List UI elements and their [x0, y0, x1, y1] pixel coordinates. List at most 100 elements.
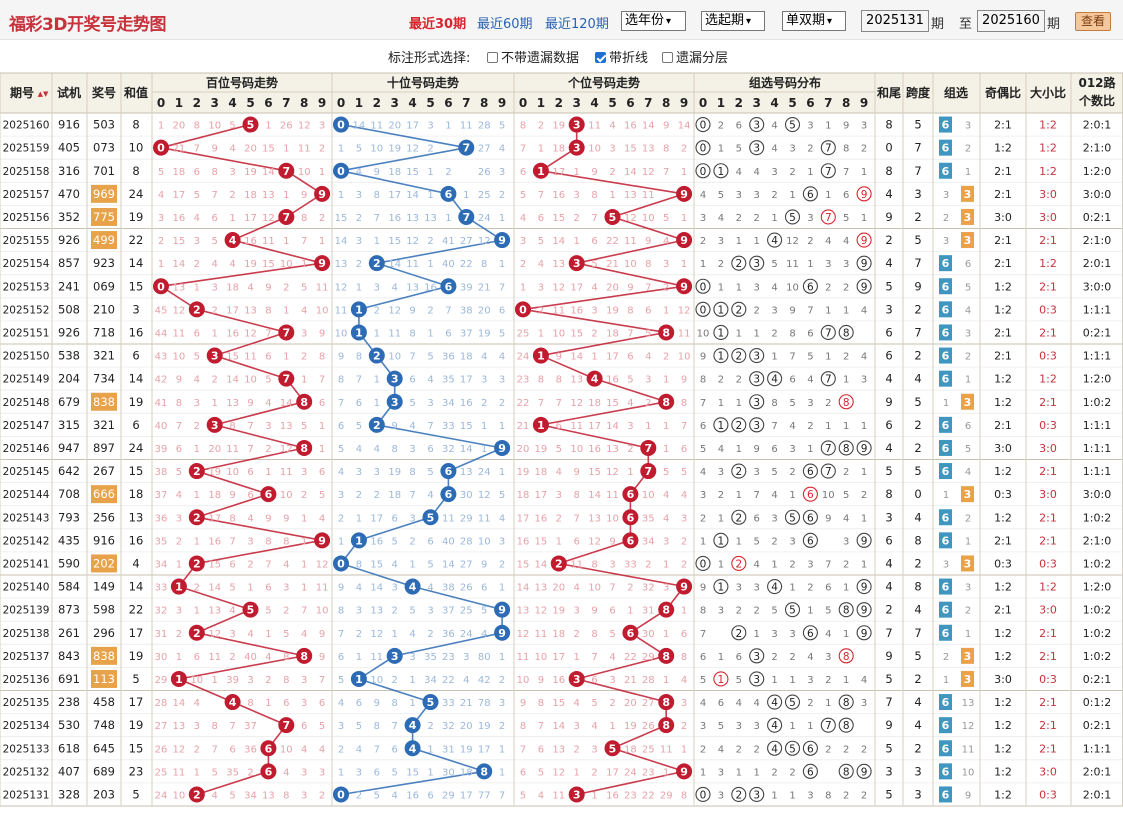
missing-value: 1 — [356, 652, 362, 663]
hit-ball-u — [676, 763, 693, 780]
group-type-value: 6 — [942, 303, 950, 316]
row-sum: 19 — [129, 395, 144, 409]
option-layered-checkbox[interactable] — [662, 52, 673, 63]
group-missing-value: 8 — [789, 328, 795, 339]
hit-ball-h-digit: 1 — [175, 673, 183, 686]
missing-value: 19 — [244, 167, 257, 178]
year-select[interactable]: 选年份 — [621, 11, 686, 31]
group-missing-value: 2 — [754, 606, 760, 617]
group-missing-value: 3 — [754, 467, 760, 478]
missing-value: 7 — [538, 190, 544, 201]
hit-ball-h — [242, 601, 259, 618]
row-012-route: 0:1:2 — [1083, 696, 1111, 709]
row-big-small: 0:3 — [1039, 673, 1057, 686]
missing-value: 1 — [499, 213, 505, 224]
group-ball-digit: 2 — [735, 258, 742, 270]
missing-value: 1 — [627, 606, 633, 617]
missing-value: 2 — [681, 721, 687, 732]
missing-value: 13 — [552, 744, 565, 755]
period-sort-icon[interactable]: ▲▼ — [38, 90, 49, 98]
option-no-missing[interactable]: 不带遗漏数据 — [487, 47, 579, 66]
missing-value: 43 — [155, 352, 168, 363]
group-missing-value: 3 — [861, 698, 867, 709]
missing-value: 20 — [478, 305, 491, 316]
missing-value: 29 — [642, 652, 655, 663]
missing-value: 12 — [173, 744, 186, 755]
start-period-select[interactable]: 选起期 — [701, 11, 765, 31]
missing-value: 4 — [627, 398, 633, 409]
group-type-value: 6 — [942, 119, 950, 132]
odd-even-select[interactable]: 单双期 — [782, 11, 846, 31]
row-big-small: 2:1 — [1039, 280, 1057, 293]
group-ball-digit: 9 — [861, 258, 868, 270]
group-missing-value: 5 — [718, 190, 724, 201]
missing-value: 4 — [247, 282, 253, 293]
header-odd-even: 奇偶比 — [985, 85, 1021, 100]
period-from-input[interactable]: 2025131 — [861, 10, 929, 32]
group-ball-digit: 7 — [825, 212, 832, 224]
missing-value: 6 — [591, 675, 597, 686]
missing-value: 40 — [155, 421, 168, 432]
query-button[interactable]: 查看 — [1075, 12, 1111, 31]
option-polyline-checkbox[interactable] — [595, 52, 606, 63]
missing-value: 18 — [173, 167, 186, 178]
missing-value: 2 — [645, 559, 651, 570]
group-missing-value: 10 — [822, 490, 835, 501]
row-012-route: 1:0:2 — [1083, 557, 1111, 570]
missing-value: 3 — [645, 375, 651, 386]
missing-value: 18 — [588, 398, 601, 409]
group-ball-digit: 1 — [718, 535, 725, 547]
option-layered[interactable]: 遗漏分层 — [662, 47, 728, 66]
row-odd-even: 3:0 — [994, 442, 1012, 455]
missing-value: 3 — [247, 536, 253, 547]
missing-value: 2 — [627, 583, 633, 594]
header-units: 个位号码走势 — [567, 75, 640, 90]
missing-value: 9 — [409, 305, 415, 316]
missing-value: 14 — [173, 698, 186, 709]
group-ball — [713, 417, 729, 433]
digit-header-h-5: 5 — [246, 96, 254, 110]
hit-ball-u-digit: 8 — [662, 696, 670, 709]
option-no-missing-checkbox[interactable] — [487, 52, 498, 63]
group-missing-value: 2 — [825, 282, 831, 293]
group-type-badge — [939, 416, 952, 433]
row-sum: 14 — [129, 372, 144, 386]
group-missing-value: 3 — [843, 259, 849, 270]
missing-value: 6 — [392, 744, 398, 755]
row-test: 590 — [58, 556, 80, 570]
missing-value: 10 — [335, 328, 348, 339]
row-sum-tail: 9 — [885, 210, 892, 224]
missing-value: 1 — [427, 190, 433, 201]
group-missing-value: 3 — [700, 490, 706, 501]
group-missing-value: 5 — [843, 213, 849, 224]
period-to-input[interactable]: 2025160 — [977, 10, 1045, 32]
hit-ball-t — [386, 370, 403, 387]
missing-value: 2 — [409, 536, 415, 547]
missing-value: 7 — [574, 513, 580, 524]
missing-value: 38 — [442, 583, 455, 594]
row-sum: 16 — [129, 325, 144, 339]
missing-value: 17 — [606, 767, 619, 778]
group-type-value: 6 — [942, 165, 950, 178]
group-missing-value: 4 — [771, 282, 777, 293]
range-30-link[interactable]: 最近30期 — [409, 17, 467, 32]
missing-value: 1 — [229, 213, 235, 224]
group-missing-value: 2 — [825, 675, 831, 686]
option-polyline[interactable]: 带折线 — [595, 47, 648, 66]
display-options: 标注形式选择: 不带遗漏数据 带折线 遗漏分层 — [0, 45, 1123, 67]
row-odd-even: 2:1 — [994, 326, 1012, 339]
missing-value: 20 — [624, 698, 637, 709]
missing-value: 39 — [155, 444, 168, 455]
missing-value: 14 — [406, 190, 419, 201]
missing-value: 1 — [427, 167, 433, 178]
missing-value: 34 — [244, 790, 257, 801]
missing-value: 15 — [552, 213, 565, 224]
group-missing-value: 3 — [754, 190, 760, 201]
group-type-value: 6 — [942, 581, 950, 594]
range-60-link[interactable]: 最近60期 — [477, 17, 533, 32]
missing-value: 29 — [460, 513, 473, 524]
range-120-link[interactable]: 最近120期 — [545, 17, 609, 32]
row-odd-even: 2:1 — [994, 257, 1012, 270]
missing-value: 8 — [229, 421, 235, 432]
missing-value: 6 — [609, 606, 615, 617]
